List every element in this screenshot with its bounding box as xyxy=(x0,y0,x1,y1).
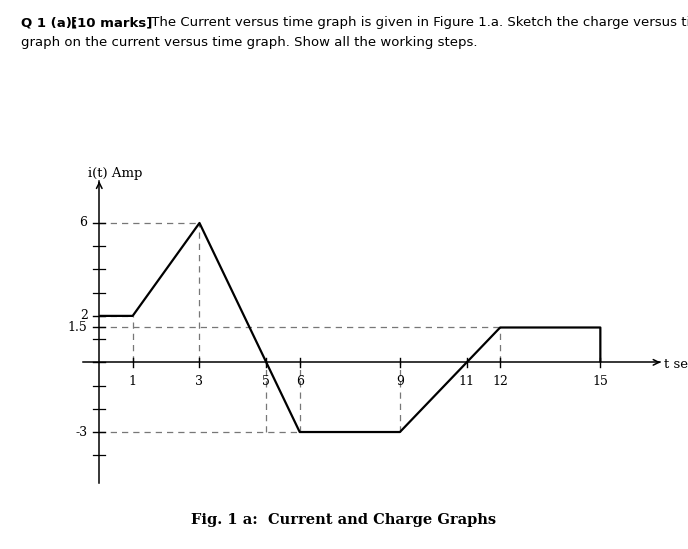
Text: 6: 6 xyxy=(80,216,87,229)
Text: 6: 6 xyxy=(296,375,303,388)
Text: 1: 1 xyxy=(129,375,137,388)
Text: 3: 3 xyxy=(195,375,204,388)
Text: 2: 2 xyxy=(80,310,87,322)
Text: 1.5: 1.5 xyxy=(68,321,87,334)
Text: The Current versus time graph is given in Figure 1.a. Sketch the charge versus t: The Current versus time graph is given i… xyxy=(147,16,688,30)
Text: [10 marks]: [10 marks] xyxy=(71,16,152,30)
Text: 12: 12 xyxy=(492,375,508,388)
Text: 11: 11 xyxy=(459,375,475,388)
Text: 15: 15 xyxy=(592,375,608,388)
Text: t sec: t sec xyxy=(664,358,688,371)
Text: i(t) Amp: i(t) Amp xyxy=(87,167,142,180)
Text: Q 1 (a):: Q 1 (a): xyxy=(21,16,81,30)
Text: 9: 9 xyxy=(396,375,404,388)
Text: graph on the current versus time graph. Show all the working steps.: graph on the current versus time graph. … xyxy=(21,36,477,49)
Text: Fig. 1 a:  Current and Charge Graphs: Fig. 1 a: Current and Charge Graphs xyxy=(191,513,497,527)
Text: -3: -3 xyxy=(76,425,87,439)
Text: 5: 5 xyxy=(262,375,270,388)
